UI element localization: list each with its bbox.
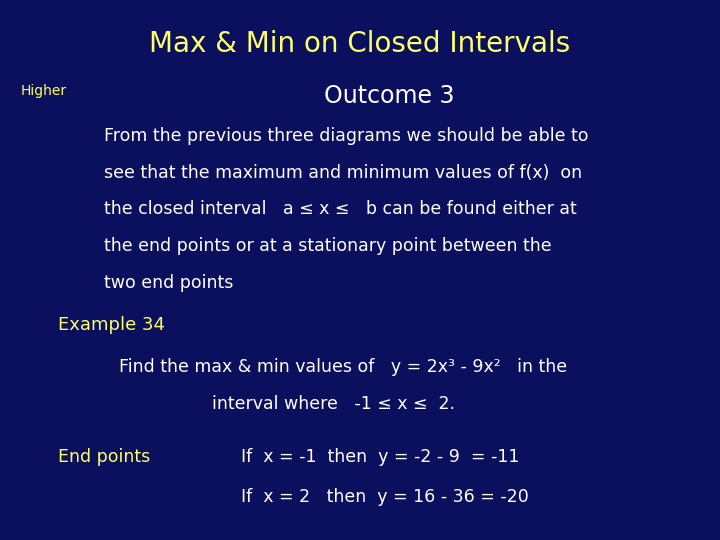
- Text: Find the max & min values of   y = 2x³ - 9x²   in the: Find the max & min values of y = 2x³ - 9…: [119, 358, 567, 376]
- Text: If  x = 2   then  y = 16 - 36 = -20: If x = 2 then y = 16 - 36 = -20: [241, 488, 529, 506]
- Text: End points: End points: [58, 448, 150, 465]
- Text: Max & Min on Closed Intervals: Max & Min on Closed Intervals: [149, 30, 571, 58]
- Text: interval where   -1 ≤ x ≤  2.: interval where -1 ≤ x ≤ 2.: [212, 395, 455, 413]
- Text: Outcome 3: Outcome 3: [323, 84, 454, 107]
- Text: two end points: two end points: [104, 274, 234, 292]
- Text: see that the maximum and minimum values of f(x)  on: see that the maximum and minimum values …: [104, 164, 582, 181]
- Text: the end points or at a stationary point between the: the end points or at a stationary point …: [104, 237, 552, 255]
- Text: the closed interval   a ≤ x ≤   b can be found either at: the closed interval a ≤ x ≤ b can be fou…: [104, 200, 577, 218]
- Text: If  x = -1  then  y = -2 - 9  = -11: If x = -1 then y = -2 - 9 = -11: [241, 448, 520, 465]
- Text: From the previous three diagrams we should be able to: From the previous three diagrams we shou…: [104, 127, 589, 145]
- Text: Higher: Higher: [20, 84, 66, 98]
- Text: Example 34: Example 34: [58, 316, 165, 334]
